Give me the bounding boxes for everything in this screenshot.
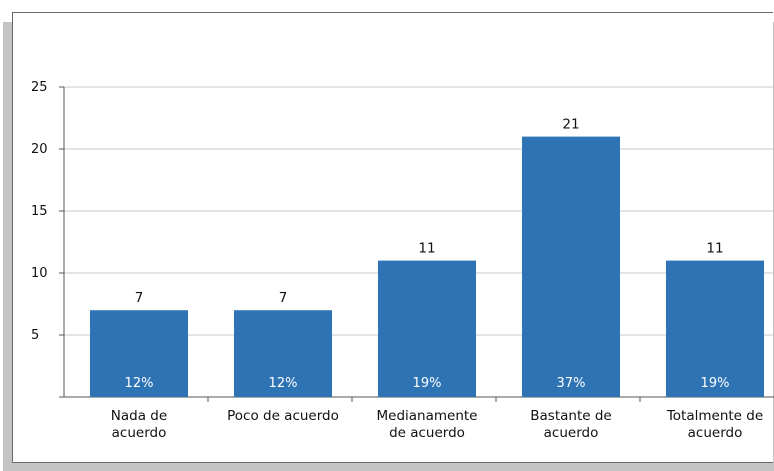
x-label-0-line-0: Nada de [111,408,167,424]
bar-percent-label-3: 37% [557,376,586,391]
x-label-4-line-1: acuerdo [688,425,743,441]
bar-3 [522,136,620,397]
x-label-3-line-1: acuerdo [544,425,599,441]
y-tick-label-15: 15 [31,204,48,219]
y-tick-label-5: 5 [31,328,39,343]
bar-4 [666,260,764,397]
bar-value-label-3: 21 [562,117,579,133]
bars: 7 12% 7 12% 11 19% 21 37% 11 19% [90,117,764,397]
bar-0 [90,310,188,397]
y-tick-label-25: 25 [31,80,48,95]
y-axis-ticks: 5 10 15 20 25 [31,80,64,343]
x-label-0-line-1: acuerdo [112,425,167,441]
x-label-3-line-0: Bastante de [530,408,611,424]
y-tick-label-10: 10 [31,266,48,281]
bar-value-label-2: 11 [418,241,435,257]
bar-value-label-4: 11 [706,241,723,257]
x-label-1-line-0: Poco de acuerdo [227,408,339,424]
bar-percent-label-4: 19% [701,376,730,391]
y-tick-label-20: 20 [31,142,48,157]
bar-percent-label-0: 12% [125,376,154,391]
x-label-2-line-1: de acuerdo [389,425,465,441]
x-label-4-line-0: Totalmente de [666,408,763,424]
bar-percent-label-2: 19% [413,376,442,391]
bar-2 [378,260,476,397]
bar-percent-label-1: 12% [269,376,298,391]
x-label-2-line-0: Medianamente [377,408,478,424]
bar-value-label-1: 7 [279,290,288,306]
bar-value-label-0: 7 [135,290,144,306]
bar-1 [234,310,332,397]
